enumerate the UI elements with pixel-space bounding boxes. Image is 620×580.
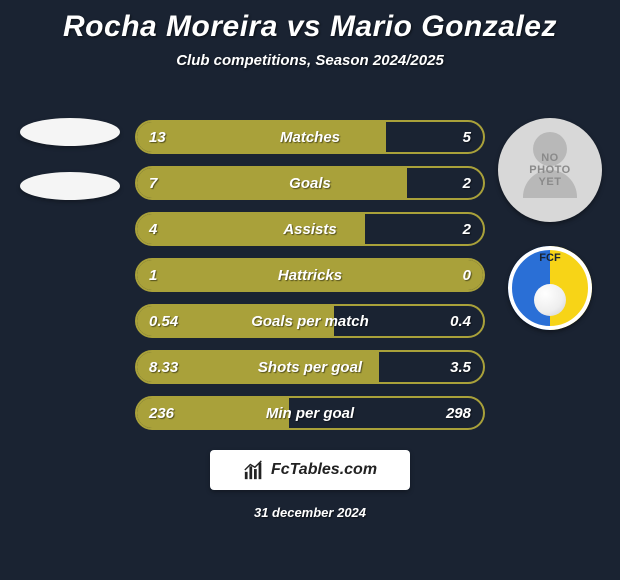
stat-row: 8.33Shots per goal3.5 — [135, 350, 485, 384]
player-left-column — [10, 118, 130, 226]
stat-row: 0.54Goals per match0.4 — [135, 304, 485, 338]
badge-text: FCF — [508, 252, 592, 264]
player-right-avatar: NO PHOTO YET — [498, 118, 602, 222]
stat-row: 7Goals 2 — [135, 166, 485, 200]
stat-label: Assists — [283, 221, 336, 238]
player-left-club-placeholder — [20, 172, 120, 200]
stats-bars: 13Matches57Goals24Assists21Hattricks00.5… — [135, 120, 485, 442]
no-photo-label: NO PHOTO YET — [529, 152, 570, 188]
stat-row: 4Assists2 — [135, 212, 485, 246]
no-photo-line3: YET — [539, 176, 562, 188]
stat-right-value: 5 — [463, 129, 471, 146]
stat-label: Matches — [280, 129, 340, 146]
stat-label: Goals — [289, 175, 331, 192]
page-subtitle: Club competitions, Season 2024/2025 — [0, 52, 620, 69]
page-title: Rocha Moreira vs Mario Gonzalez — [0, 0, 620, 44]
bar-chart-icon — [243, 459, 265, 481]
stat-label: Hattricks — [278, 267, 342, 284]
stat-right-value: 2 — [463, 221, 471, 238]
stat-label: Min per goal — [266, 405, 354, 422]
stat-row: 1Hattricks0 — [135, 258, 485, 292]
no-photo-line2: PHOTO — [529, 164, 570, 176]
stat-row: 236Min per goal298 — [135, 396, 485, 430]
no-photo-line1: NO — [541, 152, 559, 164]
stat-right-value: 2 — [463, 175, 471, 192]
stat-label: Shots per goal — [258, 359, 362, 376]
stat-left-value: 13 — [137, 122, 386, 152]
stat-right-value: 0.4 — [450, 313, 471, 330]
stat-label: Goals per match — [251, 313, 369, 330]
stat-row: 13Matches 5 — [135, 120, 485, 154]
date-label: 31 december 2024 — [0, 505, 620, 520]
stat-right-value: 298 — [446, 405, 471, 422]
watermark: FcTables.com — [210, 450, 410, 490]
watermark-text: FcTables.com — [271, 461, 377, 479]
player-left-avatar-placeholder — [20, 118, 120, 146]
stat-right-value: 0 — [463, 267, 471, 284]
badge-ball-icon — [534, 284, 566, 316]
player-right-club-badge: FCF — [508, 246, 592, 330]
stat-right-value: 3.5 — [450, 359, 471, 376]
player-right-column: NO PHOTO YET FCF — [490, 118, 610, 330]
stat-left-value: 7 — [137, 168, 407, 198]
